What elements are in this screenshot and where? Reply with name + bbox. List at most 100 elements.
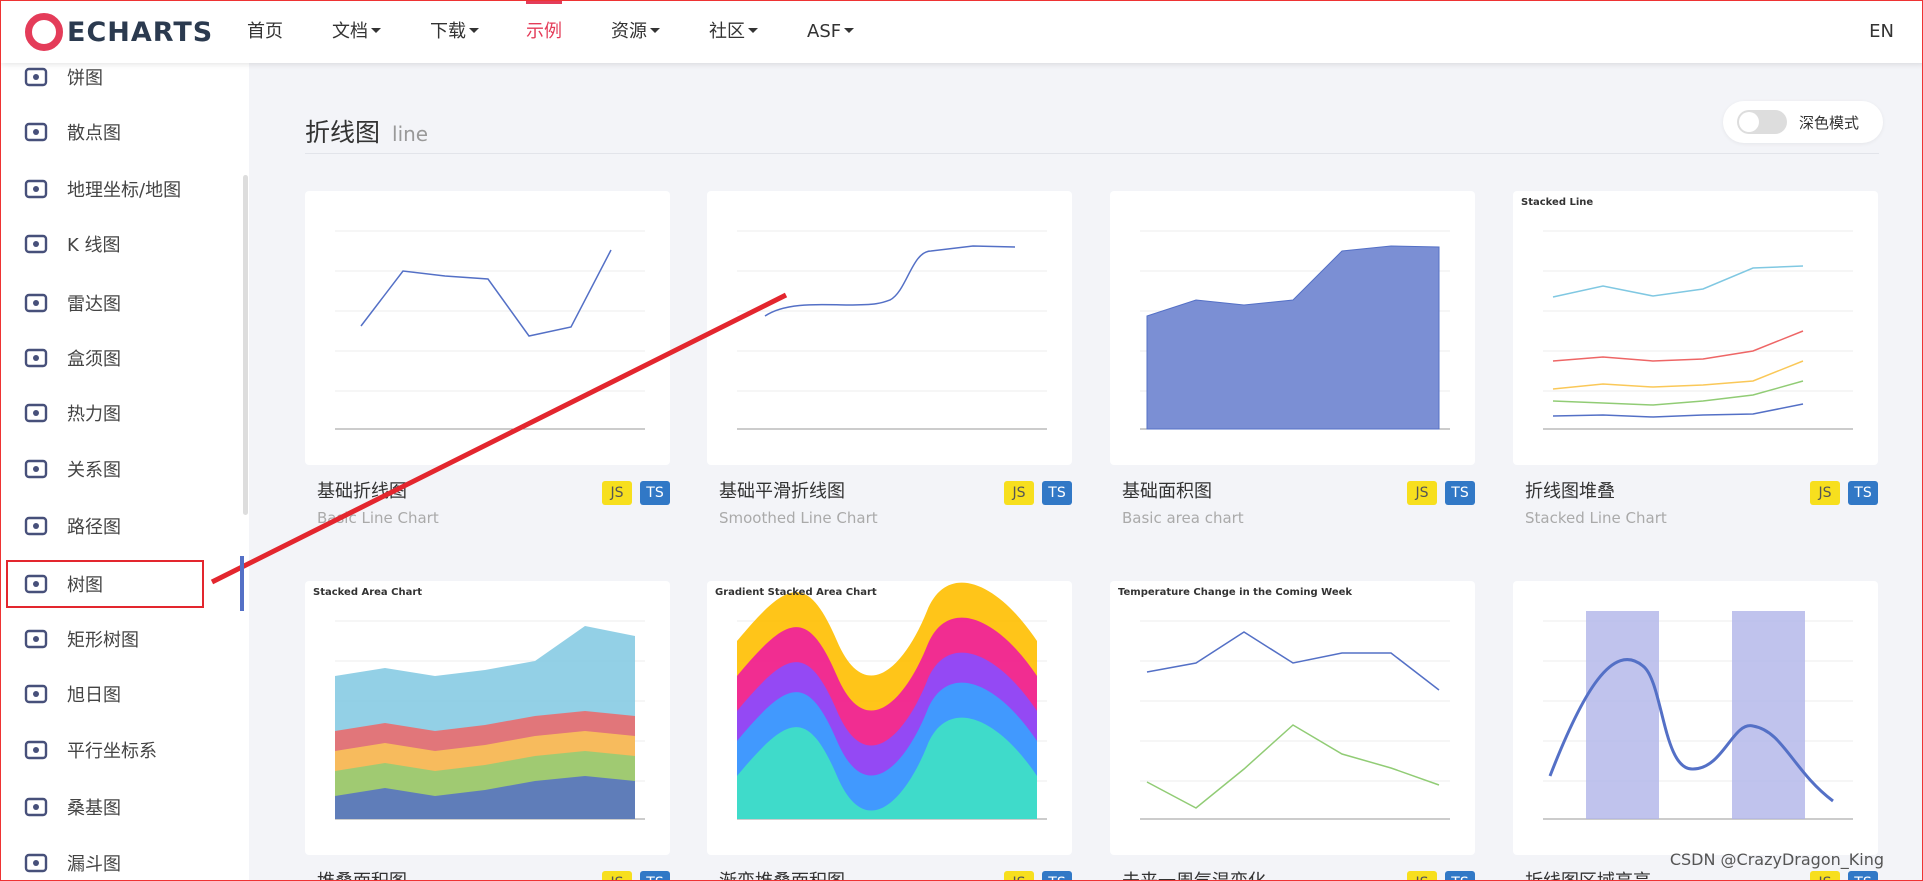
sidebar-icon <box>24 629 48 649</box>
code-badge[interactable]: JS <box>1407 871 1437 880</box>
card-title: 基础平滑折线图 <box>719 481 845 502</box>
thumbnail[interactable]: Gradient Stacked Area Chart <box>707 581 1072 855</box>
sidebar: 饼图散点图地理坐标/地图 K 线图雷达图盒须图热力图关系图路径图树图矩形树图旭日图… <box>1 63 249 880</box>
card-title: 折线图堆叠 <box>1525 481 1615 502</box>
sidebar-item[interactable]: 路径图 <box>1 501 241 551</box>
code-badge[interactable]: TS <box>1848 871 1878 880</box>
sidebar-item[interactable]: 漏斗图 <box>1 838 241 880</box>
sidebar-label: 饼图 <box>67 68 103 89</box>
example-card[interactable]: 基础折线图 Basic Line Chart JS TS <box>305 191 670 527</box>
toggle-label: 深色模式 <box>1799 113 1860 132</box>
code-badge[interactable]: JS <box>602 871 632 880</box>
sidebar-item[interactable]: 散点图 <box>1 107 241 157</box>
code-badge[interactable]: JS <box>1810 481 1840 505</box>
code-badge[interactable]: JS <box>1004 871 1034 880</box>
sidebar-item[interactable]: 平行坐标系 <box>1 725 241 775</box>
card-subtitle: Stacked Line Chart <box>1525 509 1667 527</box>
sidebar-label: 关系图 <box>67 460 121 481</box>
sidebar-icon <box>24 234 48 254</box>
sidebar-label: 地理坐标/地图 <box>67 180 182 201</box>
example-card[interactable]: Gradient Stacked Area Chart 渐变堆叠面积图 JS TS <box>707 581 1072 880</box>
sidebar-icon <box>24 684 48 704</box>
sidebar-item[interactable]: K 线图 <box>1 219 241 269</box>
thumbnail[interactable]: Stacked Area Chart <box>305 581 670 855</box>
code-badge[interactable]: JS <box>602 481 632 505</box>
sidebar-item[interactable]: 树图 <box>1 559 241 609</box>
example-card[interactable]: 基础面积图 Basic area chart JS TS <box>1110 191 1475 527</box>
thumbnail-title: Stacked Line <box>1521 197 1593 208</box>
code-badge[interactable]: TS <box>1445 871 1475 880</box>
thumbnail[interactable] <box>707 191 1072 465</box>
example-card[interactable]: 基础平滑折线图 Smoothed Line Chart JS TS <box>707 191 1072 527</box>
sidebar-label: 旭日图 <box>67 685 121 706</box>
card-subtitle: Basic Line Chart <box>317 509 439 527</box>
code-badge[interactable]: JS <box>1810 871 1840 880</box>
example-card[interactable]: Stacked Area Chart 堆叠面积图 JS TS <box>305 581 670 880</box>
sidebar-label: K 线图 <box>67 235 121 256</box>
nav-item[interactable]: 下载 <box>430 1 479 63</box>
sidebar-item[interactable]: 矩形树图 <box>1 614 241 664</box>
sidebar-item[interactable]: 地理坐标/地图 <box>1 164 241 214</box>
nav-item[interactable]: 首页 <box>247 21 283 42</box>
code-badge[interactable]: JS <box>1407 481 1437 505</box>
nav-item[interactable]: 资源 <box>611 1 660 63</box>
section-subtitle: line <box>392 122 429 146</box>
sidebar-icon <box>24 853 48 873</box>
dark-toggle[interactable]: 深色模式 <box>1723 101 1883 143</box>
content: 折线图 line 深色模式 基础折线图 Basic Line Chart JS TS 基础… <box>249 63 1922 880</box>
sidebar-item[interactable]: 热力图 <box>1 388 241 438</box>
card-title: 堆叠面积图 <box>317 867 407 880</box>
lang-switch[interactable]: EN <box>1869 21 1894 42</box>
thumbnail[interactable] <box>1110 191 1475 465</box>
example-card[interactable]: 折线图区域高亮 JS TS <box>1513 581 1878 880</box>
thumbnail[interactable] <box>305 191 670 465</box>
top-nav: ECHARTS EN 首页 文档 下载 示例 资源 社区 ASF <box>1 1 1922 63</box>
thumbnail-title: Temperature Change in the Coming Week <box>1118 587 1352 598</box>
logo-text[interactable]: ECHARTS <box>67 16 214 48</box>
code-badge[interactable]: TS <box>1042 871 1072 880</box>
sidebar-label: 漏斗图 <box>67 854 121 875</box>
sidebar-label: 矩形树图 <box>67 630 139 651</box>
sidebar-label: 平行坐标系 <box>67 741 157 762</box>
sidebar-label: 路径图 <box>67 517 121 538</box>
sidebar-item[interactable]: 旭日图 <box>1 669 241 719</box>
sidebar-item[interactable]: 饼图 <box>1 63 241 102</box>
nav-item[interactable]: ASF <box>807 1 854 63</box>
sidebar-label: 散点图 <box>67 123 121 144</box>
card-title: 折线图区域高亮 <box>1525 867 1651 880</box>
logo[interactable]: ECHARTS <box>25 11 213 53</box>
code-badge[interactable]: TS <box>640 871 670 880</box>
sidebar-item[interactable]: 桑基图 <box>1 782 241 832</box>
example-card[interactable]: Temperature Change in the Coming Week 未来一… <box>1110 581 1475 880</box>
divider <box>305 153 1879 154</box>
sidebar-icon <box>24 348 48 368</box>
sidebar-item[interactable]: 盒须图 <box>1 333 241 383</box>
sidebar-label: 桑基图 <box>67 798 121 819</box>
thumbnail-title: Stacked Area Chart <box>313 587 422 598</box>
sidebar-icon <box>24 403 48 423</box>
code-badge[interactable]: TS <box>1848 481 1878 505</box>
code-badge[interactable]: TS <box>640 481 670 505</box>
nav-item[interactable]: 示例 <box>526 1 562 63</box>
sidebar-icon <box>24 122 48 142</box>
card-title: 渐变堆叠面积图 <box>719 867 845 880</box>
nav-item[interactable]: 文档 <box>332 1 381 63</box>
sidebar-icon <box>24 293 48 313</box>
thumbnail[interactable] <box>1513 581 1878 855</box>
sidebar-label: 雷达图 <box>67 294 121 315</box>
code-badge[interactable]: TS <box>1445 481 1475 505</box>
card-subtitle: Basic area chart <box>1122 509 1244 527</box>
sidebar-label: 热力图 <box>67 404 121 425</box>
sidebar-item[interactable]: 雷达图 <box>1 278 241 328</box>
code-badge[interactable]: JS <box>1004 481 1034 505</box>
example-card[interactable]: Stacked Line 折线图堆叠 Stacked Line Chart JS TS <box>1513 191 1878 527</box>
sidebar-icon <box>24 459 48 479</box>
sidebar-item[interactable]: 关系图 <box>1 444 241 494</box>
sidebar-icon <box>24 740 48 760</box>
scrollbar[interactable] <box>243 175 248 515</box>
thumbnail[interactable]: Temperature Change in the Coming Week <box>1110 581 1475 855</box>
thumbnail[interactable]: Stacked Line <box>1513 191 1878 465</box>
code-badge[interactable]: TS <box>1042 481 1072 505</box>
nav-item[interactable]: 社区 <box>709 1 758 63</box>
watermark: CSDN @CrazyDragon_King <box>1669 850 1884 869</box>
